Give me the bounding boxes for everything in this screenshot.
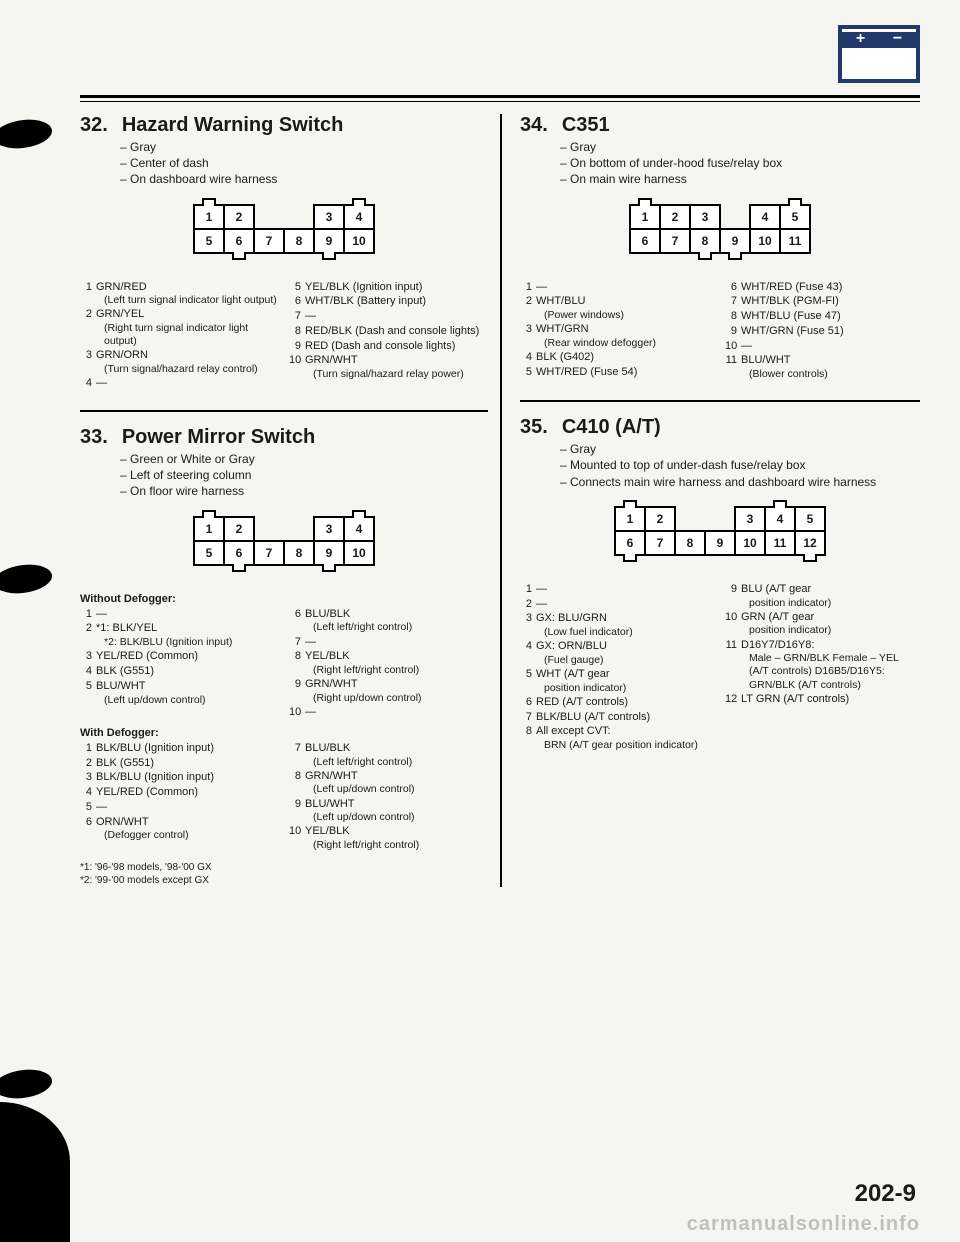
pin-entry: 2BLK (G551) bbox=[80, 757, 279, 771]
connector-diagram: 1 2 3 4 5 6 7 8 9 10 bbox=[80, 516, 488, 571]
pin-entry: 8WHT/BLU (Fuse 47) bbox=[725, 310, 920, 324]
section-number: 32. bbox=[80, 114, 108, 137]
section-number: 33. bbox=[80, 426, 108, 449]
scan-artifact bbox=[0, 117, 52, 151]
connector-diagram: 1 2 3 4 5 6 7 8 9 10 bbox=[80, 204, 488, 259]
pin-entry: 8YEL/BLK(Right left/right control) bbox=[289, 650, 488, 677]
pin-entry: 9BLU/WHT(Left up/down control) bbox=[289, 798, 488, 825]
pin-entry: 5WHT (A/T gearposition indicator) bbox=[520, 668, 715, 695]
pin-entry: 5— bbox=[80, 801, 279, 815]
pin-entry: 9WHT/GRN (Fuse 51) bbox=[725, 325, 920, 339]
rule-top bbox=[80, 95, 920, 98]
pin-entry: 8All except CVT:BRN (A/T gear position i… bbox=[520, 725, 715, 752]
scan-artifact bbox=[0, 1102, 70, 1242]
rule-top-thin bbox=[80, 101, 920, 102]
divider bbox=[520, 400, 920, 402]
page-number: 202-9 bbox=[855, 1180, 916, 1208]
pin-entry: 4BLK (G551) bbox=[80, 665, 279, 679]
pin-list: 1GRN/RED(Left turn signal indicator ligh… bbox=[80, 281, 488, 393]
pin-entry: 1— bbox=[520, 281, 715, 295]
pin-entry: 7BLU/BLK(Left left/right control) bbox=[289, 742, 488, 769]
watermark: carmanualsonline.info bbox=[687, 1213, 920, 1236]
pin-entry: 7BLK/BLU (A/T controls) bbox=[520, 711, 715, 725]
pin-entry: 4— bbox=[80, 377, 279, 391]
section-notes: Gray Mounted to top of under-dash fuse/r… bbox=[560, 441, 920, 490]
pin-entry: 8RED/BLK (Dash and console lights) bbox=[289, 325, 488, 339]
battery-icon: +− bbox=[838, 25, 920, 83]
pin-entry: 10YEL/BLK(Right left/right control) bbox=[289, 825, 488, 852]
subheading: Without Defogger: bbox=[80, 593, 488, 605]
divider bbox=[80, 410, 488, 412]
pin-entry: 1GRN/RED(Left turn signal indicator ligh… bbox=[80, 281, 279, 308]
subheading: With Defogger: bbox=[80, 727, 488, 739]
pin-entry: 8GRN/WHT(Left up/down control) bbox=[289, 770, 488, 797]
pin-entry: 4BLK (G402) bbox=[520, 351, 715, 365]
section-notes: Green or White or Gray Left of steering … bbox=[120, 451, 488, 500]
pin-list: 1BLK/BLU (Ignition input)2BLK (G551)3BLK… bbox=[80, 742, 488, 854]
pin-list: 1—2*1: BLK/YEL*2: BLK/BLU (Ignition inpu… bbox=[80, 608, 488, 721]
pin-entry: 2— bbox=[520, 598, 715, 612]
connector-diagram: 1 2 3 4 5 6 7 8 9 10 11 bbox=[520, 204, 920, 259]
footnotes: *1: '96-'98 models, '98-'00 GX *2: '99-'… bbox=[80, 861, 488, 887]
pin-entry: 3YEL/RED (Common) bbox=[80, 650, 279, 664]
pin-entry: 10— bbox=[289, 706, 488, 720]
pin-entry: 11D16Y7/D16Y8:Male – GRN/BLK Female – YE… bbox=[725, 639, 920, 692]
pin-entry: 4YEL/RED (Common) bbox=[80, 786, 279, 800]
scan-artifact bbox=[0, 1067, 52, 1101]
section-title: Power Mirror Switch bbox=[122, 426, 315, 449]
section-number: 35. bbox=[520, 416, 548, 439]
pin-entry: 10— bbox=[725, 340, 920, 354]
pin-entry: 9GRN/WHT(Right up/down control) bbox=[289, 678, 488, 705]
connector-diagram: 1 2 3 4 5 6 7 8 9 10 11 bbox=[520, 506, 920, 561]
pin-entry: 7— bbox=[289, 636, 488, 650]
section-number: 34. bbox=[520, 114, 548, 137]
pin-entry: 6WHT/BLK (Battery input) bbox=[289, 295, 488, 309]
pin-entry: 9RED (Dash and console lights) bbox=[289, 340, 488, 354]
pin-list: 1—2—3GX: BLU/GRN(Low fuel indicator)4GX:… bbox=[520, 583, 920, 754]
section-notes: Gray On bottom of under-hood fuse/relay … bbox=[560, 139, 920, 188]
pin-entry: 2*1: BLK/YEL*2: BLK/BLU (Ignition input) bbox=[80, 622, 279, 649]
pin-entry: 6BLU/BLK(Left left/right control) bbox=[289, 608, 488, 635]
pin-entry: 1— bbox=[520, 583, 715, 597]
section-notes: Gray Center of dash On dashboard wire ha… bbox=[120, 139, 488, 188]
pin-entry: 2WHT/BLU(Power windows) bbox=[520, 295, 715, 322]
pin-entry: 1— bbox=[80, 608, 279, 622]
pin-entry: 6RED (A/T controls) bbox=[520, 696, 715, 710]
pin-entry: 5BLU/WHT(Left up/down control) bbox=[80, 680, 279, 707]
pin-entry: 10GRN (A/T gearposition indicator) bbox=[725, 611, 920, 638]
section-title: C351 bbox=[562, 114, 610, 137]
pin-entry: 5WHT/RED (Fuse 54) bbox=[520, 366, 715, 380]
pin-entry: 3GRN/ORN(Turn signal/hazard relay contro… bbox=[80, 349, 279, 376]
pin-entry: 3WHT/GRN(Rear window defogger) bbox=[520, 323, 715, 350]
pin-entry: 3GX: BLU/GRN(Low fuel indicator) bbox=[520, 612, 715, 639]
pin-entry: 4GX: ORN/BLU(Fuel gauge) bbox=[520, 640, 715, 667]
pin-entry: 3BLK/BLU (Ignition input) bbox=[80, 771, 279, 785]
pin-entry: 7— bbox=[289, 310, 488, 324]
section-title: Hazard Warning Switch bbox=[122, 114, 344, 137]
pin-list: 1—2WHT/BLU(Power windows)3WHT/GRN(Rear w… bbox=[520, 281, 920, 383]
pin-entry: 7WHT/BLK (PGM-FI) bbox=[725, 295, 920, 309]
pin-entry: 9BLU (A/T gearposition indicator) bbox=[725, 583, 920, 610]
section-title: C410 (A/T) bbox=[562, 416, 661, 439]
pin-entry: 2GRN/YEL(Right turn signal indicator lig… bbox=[80, 308, 279, 348]
pin-entry: 12LT GRN (A/T controls) bbox=[725, 693, 920, 707]
pin-entry: 11BLU/WHT(Blower controls) bbox=[725, 354, 920, 381]
pin-entry: 5YEL/BLK (Ignition input) bbox=[289, 281, 488, 295]
pin-entry: 1BLK/BLU (Ignition input) bbox=[80, 742, 279, 756]
pin-entry: 6WHT/RED (Fuse 43) bbox=[725, 281, 920, 295]
scan-artifact bbox=[0, 562, 52, 596]
pin-entry: 6ORN/WHT(Defogger control) bbox=[80, 816, 279, 843]
pin-entry: 10GRN/WHT(Turn signal/hazard relay power… bbox=[289, 354, 488, 381]
